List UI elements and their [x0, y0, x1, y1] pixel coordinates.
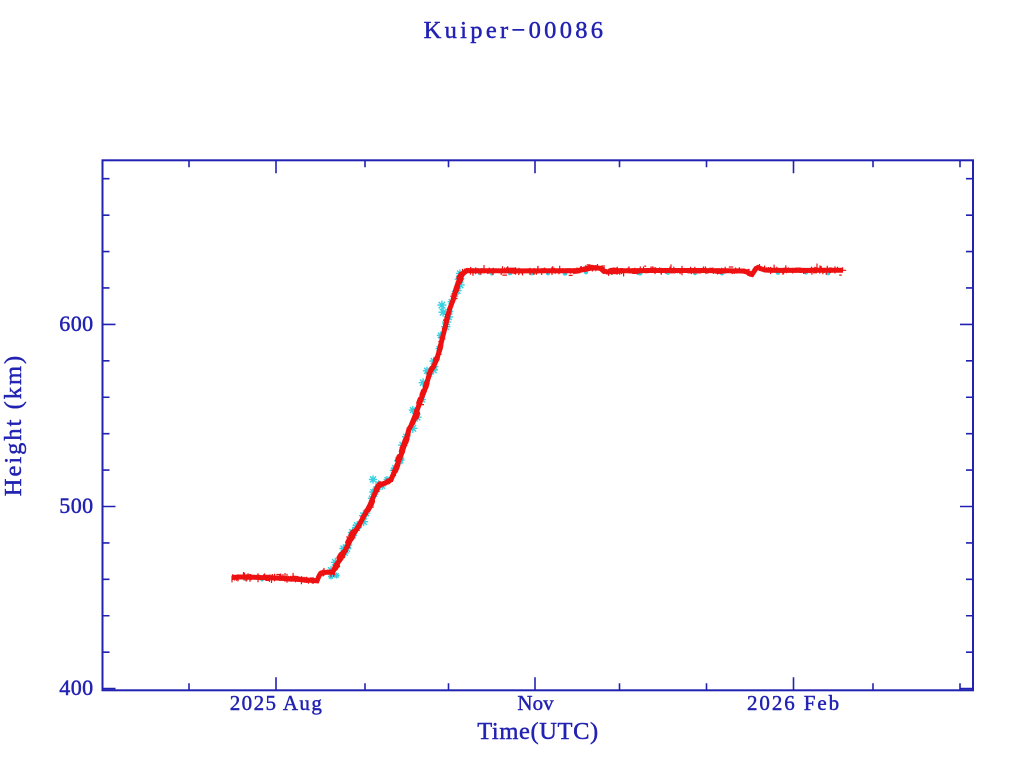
svg-text:2026 Feb: 2026 Feb	[747, 691, 841, 715]
svg-text:Height (km): Height (km)	[0, 354, 27, 496]
svg-text:Kuiper−00086: Kuiper−00086	[424, 17, 607, 44]
svg-text:Time(UTC): Time(UTC)	[477, 718, 599, 745]
svg-text:400: 400	[59, 675, 93, 700]
svg-text:500: 500	[59, 493, 93, 518]
svg-text:Nov: Nov	[517, 691, 554, 715]
svg-text:2025 Aug: 2025 Aug	[230, 691, 323, 715]
svg-text:600: 600	[59, 311, 93, 336]
